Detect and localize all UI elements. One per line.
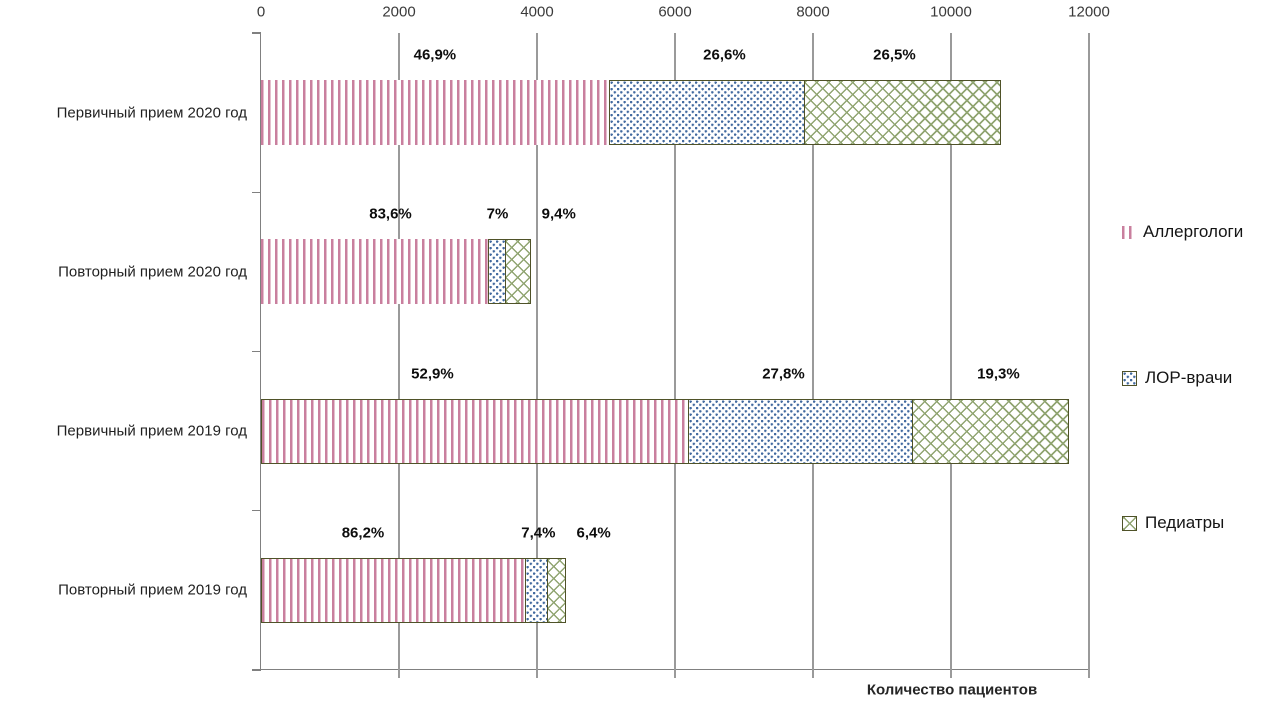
segment-percent-label: 7% [486,205,509,223]
category-label: Первичный прием 2020 год [56,104,247,122]
legend-item-pediatricians: Педиатры [1122,513,1224,533]
bar-segment-ent-doctors [688,398,914,464]
legend-label-ent-doctors: ЛОР-врачи [1145,368,1233,387]
legend-item-ent-doctors: ЛОР-врачи [1122,368,1232,388]
segment-percent-label: 26,6% [703,46,746,64]
bar-segment-pediatricians [546,557,567,623]
category-label: Повторный прием 2020 год [58,263,247,281]
gridline [398,33,400,678]
bar-row [261,398,1069,464]
x-tick-label: 8000 [796,3,830,21]
segment-percent-label: 86,2% [341,524,385,542]
category-tick [252,32,261,34]
segment-percent-label: 52,9% [411,365,454,383]
segment-percent-label: 7,4% [521,524,556,542]
bar-segment-allergists [261,398,690,464]
bar-segment-pediatricians [804,80,1002,146]
bar-segment-ent-doctors [525,557,549,623]
bar-row [261,557,567,623]
segment-percent-label: 9,4% [541,205,576,223]
x-tick-label: 10000 [930,3,972,21]
bar-segment-allergists [261,80,609,146]
category-tick [252,350,261,353]
x-tick-label: 12000 [1068,3,1110,21]
segment-percent-label: 46,9% [413,46,457,64]
segment-percent-label: 83,6% [369,205,412,223]
legend-label-pediatricians: Педиатры [1145,513,1225,532]
category-label: Первичный прием 2019 год [56,422,247,440]
gridline [674,33,676,678]
bar-segment-allergists [261,239,488,305]
bar-row [261,80,1002,146]
segment-percent-label: 6,4% [576,524,611,542]
x-tick-label: 6000 [658,3,692,21]
category-tick [252,669,261,671]
segment-percent-label: 27,8% [762,365,805,383]
category-label: Повторный прием 2019 год [58,581,247,599]
segment-percent-label: 19,3% [977,365,1020,383]
category-tick [252,191,261,193]
x-tick-label: 2000 [382,3,416,21]
bar-segment-pediatricians [505,239,531,305]
x-tick-label: 4000 [520,3,554,21]
x-axis-title: Количество пациентов [866,681,1038,699]
gridline [950,33,952,678]
gridline [1088,33,1090,678]
legend-item-allergists: Аллергологи [1122,222,1243,242]
legend-label-allergists: Аллергологи [1143,222,1244,241]
bar-segment-pediatricians [911,398,1069,464]
category-tick [252,510,261,512]
bar-segment-ent-doctors [608,80,807,146]
gridline [536,33,538,678]
bar-segment-ent-doctors [488,239,507,305]
bar-segment-allergists [261,557,527,623]
pink-stripes-swatch-icon [1122,225,1135,239]
green-lattice-swatch-icon [1122,515,1137,531]
x-tick-label: 0 [256,3,266,21]
blue-dots-swatch-icon [1122,370,1137,386]
segment-percent-label: 26,5% [873,46,916,64]
gridline [812,33,814,678]
bar-row [261,239,531,305]
